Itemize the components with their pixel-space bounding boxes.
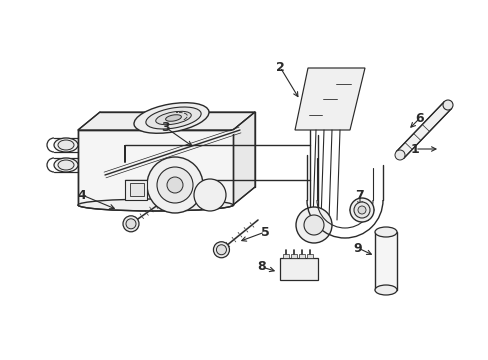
Bar <box>125 180 147 200</box>
Text: 3: 3 <box>161 121 169 134</box>
Polygon shape <box>78 130 232 205</box>
Polygon shape <box>78 112 254 130</box>
Ellipse shape <box>374 227 396 237</box>
Circle shape <box>357 206 365 214</box>
Ellipse shape <box>374 285 396 295</box>
Ellipse shape <box>145 107 201 129</box>
Ellipse shape <box>394 150 404 160</box>
Circle shape <box>126 219 136 229</box>
Circle shape <box>157 167 193 203</box>
Ellipse shape <box>58 140 74 150</box>
Ellipse shape <box>442 100 452 110</box>
Polygon shape <box>232 112 254 205</box>
Circle shape <box>147 157 203 213</box>
Bar <box>78 130 232 205</box>
Ellipse shape <box>54 138 78 152</box>
Text: 7: 7 <box>355 189 364 202</box>
Ellipse shape <box>54 158 78 172</box>
Ellipse shape <box>155 111 191 125</box>
Ellipse shape <box>58 160 74 170</box>
Circle shape <box>123 216 139 232</box>
Bar <box>290 254 296 258</box>
Polygon shape <box>294 68 364 130</box>
Circle shape <box>304 215 324 235</box>
Text: 5: 5 <box>260 225 269 239</box>
Text: 1: 1 <box>410 143 419 156</box>
Ellipse shape <box>78 199 232 211</box>
Bar <box>374 232 396 290</box>
Ellipse shape <box>134 103 208 133</box>
Bar <box>280 258 317 280</box>
Circle shape <box>194 179 225 211</box>
Circle shape <box>213 242 229 258</box>
Circle shape <box>295 207 331 243</box>
Text: 6: 6 <box>415 112 424 125</box>
Ellipse shape <box>165 115 181 121</box>
Bar <box>306 254 312 258</box>
Circle shape <box>349 198 373 222</box>
Bar <box>130 183 143 196</box>
Text: 8: 8 <box>257 261 266 274</box>
Text: 4: 4 <box>78 189 86 202</box>
Circle shape <box>167 177 183 193</box>
Circle shape <box>353 202 369 218</box>
Polygon shape <box>396 102 451 158</box>
Bar <box>298 254 305 258</box>
Circle shape <box>216 245 226 255</box>
Text: 9: 9 <box>353 242 362 255</box>
Text: 2: 2 <box>275 60 284 73</box>
Bar <box>283 254 288 258</box>
